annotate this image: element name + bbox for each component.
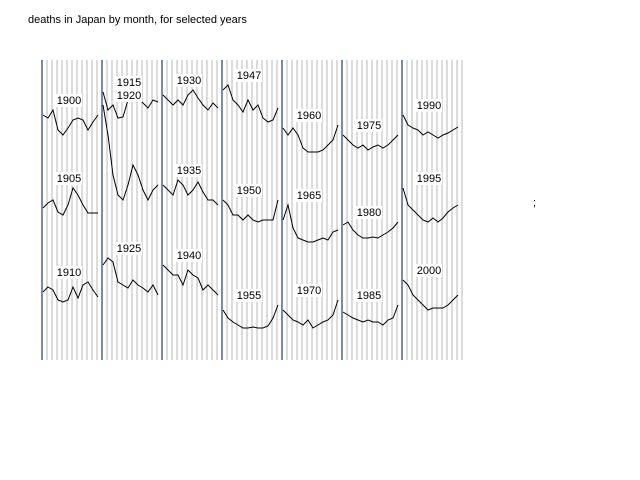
data-line — [162, 264, 219, 296]
data-line — [402, 187, 459, 223]
label-bg — [356, 119, 382, 132]
series-label: 1995 — [417, 173, 441, 185]
label-bg — [116, 242, 142, 255]
label-bg — [416, 264, 442, 277]
series-label: 1930 — [177, 75, 201, 87]
series-label: 1955 — [237, 290, 261, 302]
label-bg — [116, 76, 142, 89]
series-label: 1935 — [177, 165, 201, 177]
label-bg — [296, 109, 322, 122]
data-line — [162, 89, 219, 111]
label-bg — [296, 189, 322, 202]
series-label: 1980 — [357, 207, 381, 219]
label-bg — [236, 69, 262, 82]
series-label: 1950 — [237, 185, 261, 197]
data-line — [42, 186, 98, 216]
label-bg — [56, 266, 82, 279]
data-line — [402, 114, 459, 139]
label-bg — [416, 99, 442, 112]
series-label: 1905 — [57, 173, 81, 185]
label-bg — [56, 94, 82, 107]
data-line — [42, 281, 99, 303]
label-bg — [116, 89, 142, 102]
series-label: 1975 — [357, 120, 381, 132]
series-label: 2000 — [417, 265, 441, 277]
data-line — [342, 134, 399, 151]
data-line — [342, 304, 399, 326]
series-label: 1960 — [297, 110, 321, 122]
series-label: 1990 — [417, 100, 441, 112]
data-line — [102, 257, 159, 296]
label-bg — [356, 289, 382, 302]
label-bg — [296, 284, 322, 297]
data-line — [282, 203, 339, 243]
series-label: 1985 — [357, 290, 381, 302]
data-line — [402, 279, 459, 311]
data-line — [222, 304, 279, 329]
label-bg — [416, 172, 442, 185]
label-bg — [176, 249, 202, 262]
label-bg — [56, 172, 82, 185]
data-line — [162, 179, 219, 206]
label-bg — [236, 184, 262, 197]
series-label: 1965 — [297, 190, 321, 202]
series-label: 1947 — [237, 70, 261, 82]
label-bg — [176, 74, 202, 87]
series-label: 1910 — [57, 267, 81, 279]
series-label: 1915 — [117, 77, 141, 89]
chart-title: deaths in Japan by month, for selected y… — [28, 14, 247, 26]
stray-note: ; — [533, 197, 536, 209]
data-line — [282, 124, 339, 153]
label-bg — [176, 164, 202, 177]
series-label: 1925 — [117, 243, 141, 255]
data-line — [342, 221, 399, 239]
data-line — [282, 299, 339, 329]
series-label: 1940 — [177, 250, 201, 262]
data-line — [222, 199, 279, 223]
series-label: 1900 — [57, 95, 81, 107]
label-bg — [236, 289, 262, 302]
data-line — [222, 84, 279, 123]
data-line — [102, 104, 159, 202]
series-label: 1970 — [297, 285, 321, 297]
label-bg — [356, 206, 382, 219]
data-line — [42, 108, 99, 136]
series-label: 1920 — [117, 90, 141, 102]
